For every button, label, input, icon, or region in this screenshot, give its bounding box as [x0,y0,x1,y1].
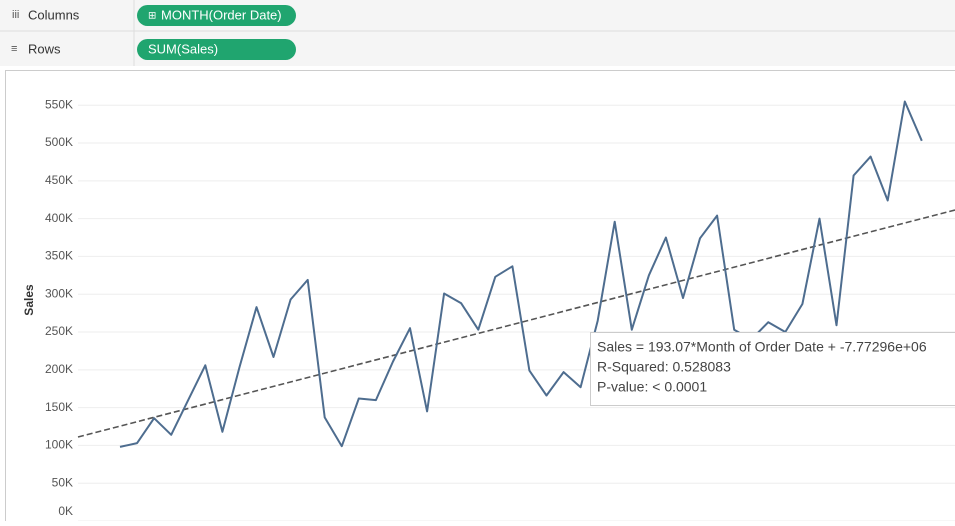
y-tick-label: 200K [45,362,73,376]
y-tick-label: 100K [45,438,73,452]
pill-label[interactable]: MONTH(Order Date) [161,7,282,22]
pill-icon: ⊞ [148,11,156,22]
y-tick-label: 400K [45,211,73,225]
y-tick-label: 350K [45,249,73,263]
view-frame [6,71,955,522]
shelf-label: Rows [28,41,61,56]
tooltip-line: P-value: < 0.0001 [597,379,707,395]
rows-icon: ≡ [11,43,17,55]
y-tick-label: 0K [58,504,73,518]
y-tick-label: 450K [45,173,73,187]
columns-icon: iii [12,9,19,21]
y-tick-label: 150K [45,400,73,414]
y-tick-label: 500K [45,135,73,149]
shelf-label: Columns [28,7,80,22]
tooltip-line: Sales = 193.07*Month of Order Date + -7.… [597,339,927,355]
y-tick-label: 550K [45,97,73,111]
tooltip-line: R-Squared: 0.528083 [597,359,731,375]
pill-label[interactable]: SUM(Sales) [148,41,218,56]
y-tick-label: 50K [52,475,73,489]
y-tick-label: 250K [45,324,73,338]
y-tick-label: 300K [45,286,73,300]
y-axis-title: Sales [22,284,36,316]
